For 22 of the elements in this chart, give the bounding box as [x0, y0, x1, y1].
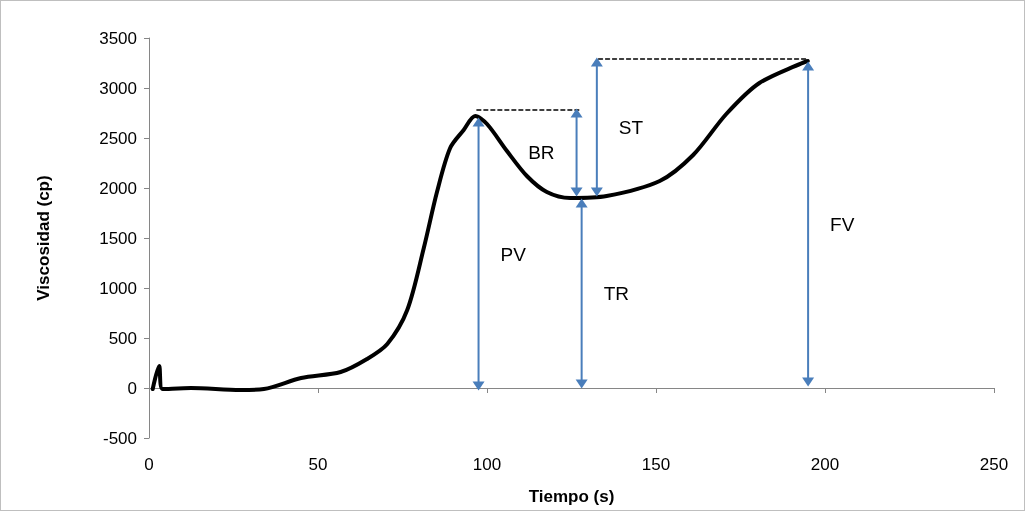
x-tick-label: 50	[308, 455, 328, 474]
x-tick-label: 150	[641, 455, 671, 474]
x-axis-title: Tiempo (s)	[528, 487, 615, 506]
x-tick-label: 250	[979, 455, 1009, 474]
y-tick-label: 2500	[99, 128, 137, 148]
series-label: ST	[618, 116, 644, 138]
x-tick-label: 200	[810, 455, 840, 474]
series-label: PV	[500, 243, 527, 265]
y-tick-label: 1500	[99, 228, 137, 248]
x-tick-label: 0	[144, 455, 154, 474]
series-label: TR	[603, 283, 629, 304]
y-tick-label: 1000	[99, 278, 137, 298]
x-tick-label: 100	[472, 455, 502, 474]
y-tick-label: 3500	[99, 28, 137, 48]
y-tick-label: -500	[102, 428, 137, 448]
series-label: FV	[830, 213, 855, 235]
y-tick-label: 0	[127, 378, 137, 398]
y-axis-title: Viscosidad (cp)	[34, 175, 53, 301]
y-tick-label: 500	[108, 328, 137, 348]
y-tick-label: 2000	[99, 178, 137, 198]
series-label: BR	[528, 142, 555, 163]
y-tick-label: 3000	[99, 78, 137, 98]
